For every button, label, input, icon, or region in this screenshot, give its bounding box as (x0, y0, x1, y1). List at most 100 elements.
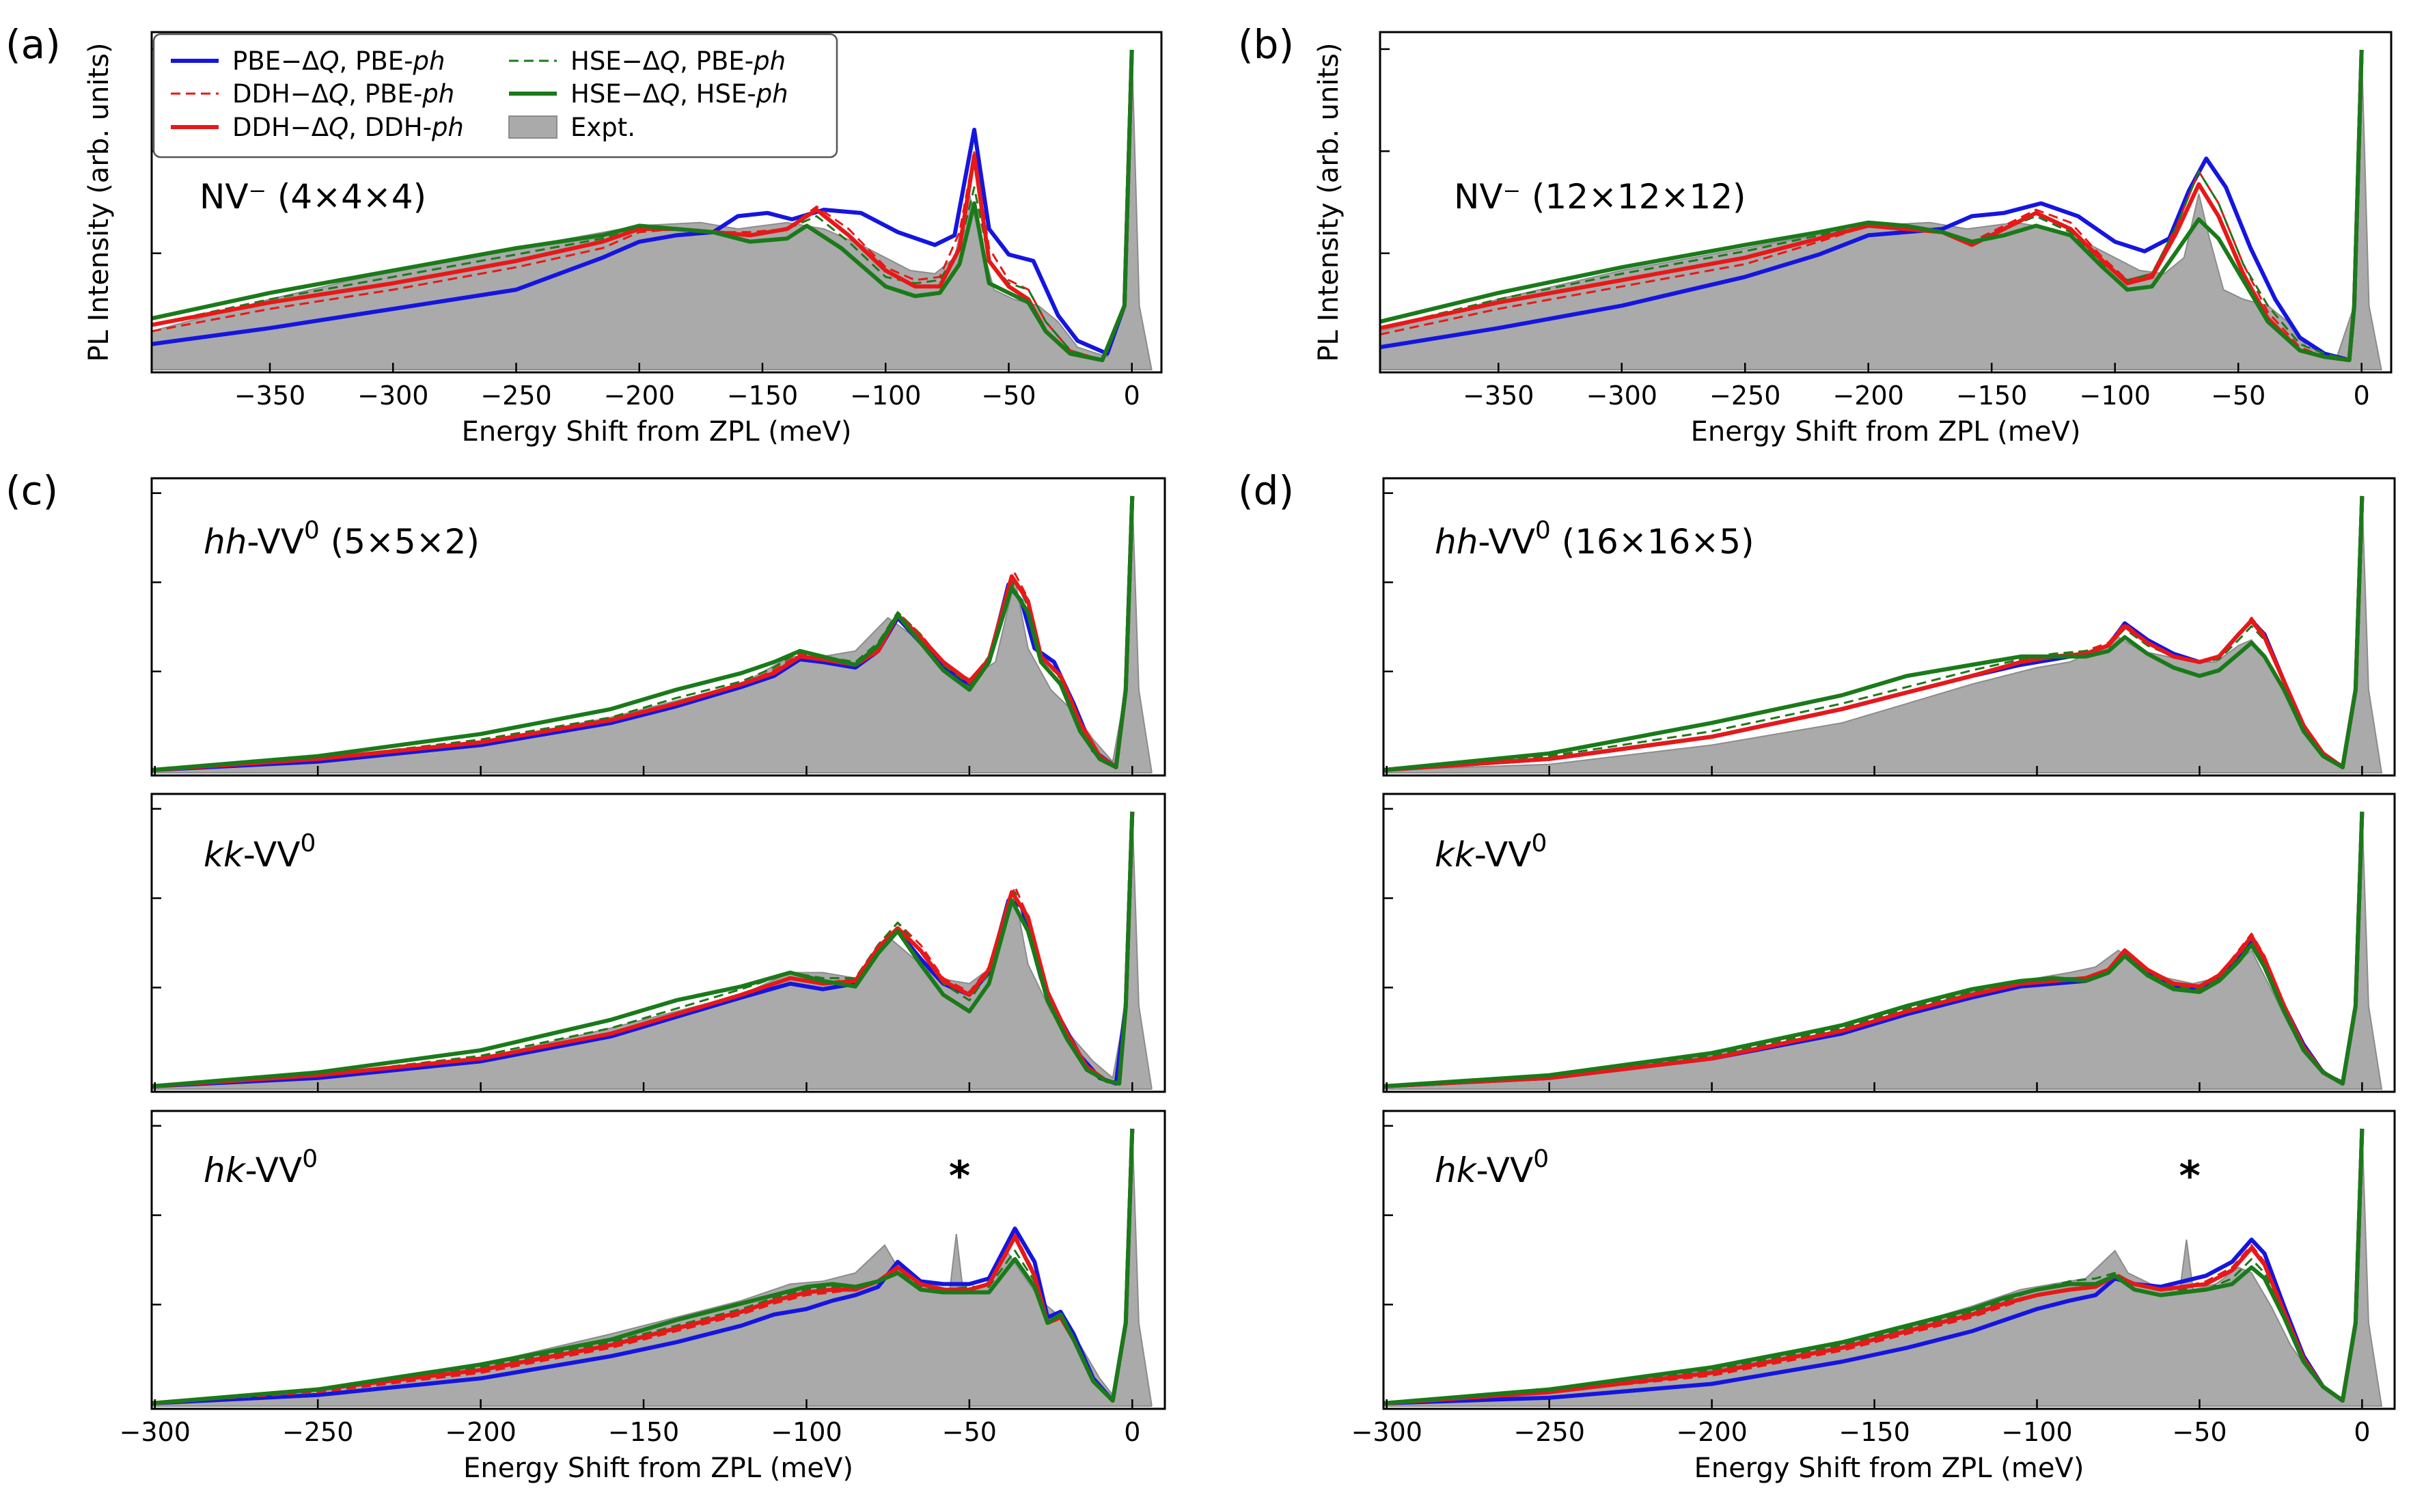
series-hse_pbe-a (152, 49, 1133, 361)
panel-title: hk-VV0 (204, 1145, 318, 1190)
x-tick-label: −300 (120, 1417, 191, 1447)
title-site: hh (204, 522, 247, 562)
x-tick-label: −300 (357, 381, 428, 411)
legend-q: Q (660, 79, 680, 109)
series-hse_hse-a (152, 49, 1134, 362)
panel-title: hh-VV0 (16×16×5) (1435, 517, 1754, 562)
legend-label: HSE−ΔQ, PBE-ph (570, 46, 786, 76)
x-tick-label: −350 (1463, 381, 1534, 411)
series-pbe_pbe-b (1380, 49, 2364, 362)
panel-d1: (d) hh-VV0 (16×16×5) (1238, 467, 2396, 777)
plot-area-d2 (1383, 811, 2383, 1090)
x-tick-label: 0 (2354, 381, 2370, 411)
x-axis-label: Energy Shift from ZPL (meV) (463, 1453, 853, 1484)
x-tick-label: −250 (1514, 1417, 1585, 1447)
legend-phonon: , PBE- (680, 46, 754, 76)
title-charge: 0 (1533, 1145, 1549, 1173)
legend-swatch-expt (508, 115, 557, 139)
legend-label: DDH−ΔQ, DDH-ph (232, 113, 464, 142)
x-tick-label: 0 (1124, 381, 1140, 411)
x-tick-label: −150 (727, 381, 798, 411)
plot-area-c3 (152, 1128, 1153, 1407)
series-hse_pbe-b (1380, 49, 2363, 361)
x-tick-label: −300 (1586, 381, 1657, 411)
axes-frame-c2 (150, 793, 1166, 1093)
legend-method: PBE−Δ (232, 46, 319, 76)
series-hse_hse-b (1380, 49, 2364, 362)
panel-tag: (c) (5, 467, 58, 514)
series-pbe_pbe-a (152, 49, 1134, 356)
x-tick-label: −250 (1709, 381, 1780, 411)
legend-q: Q (329, 113, 348, 142)
series-ddh_ddh-d1 (1383, 495, 2365, 772)
panel-d2: kk-VV0 (1382, 793, 2396, 1093)
legend-method: DDH−Δ (232, 79, 329, 109)
axes-frame-c1 (150, 477, 1166, 777)
panel-title: hk-VV0 (1435, 1145, 1549, 1190)
x-tick-label: −50 (981, 381, 1036, 411)
legend-q: Q (660, 46, 680, 76)
x-axis-label: Energy Shift from ZPL (meV) (1694, 1453, 2084, 1484)
x-tick-label: −100 (771, 1417, 842, 1447)
legend-label: DDH−ΔQ, PBE-ph (232, 79, 454, 109)
legend-phonon: , PBE- (340, 46, 413, 76)
axes-frame-d3 (1382, 1110, 2396, 1410)
x-tick-label: −150 (1838, 1417, 1910, 1447)
x-tick-label: −250 (282, 1417, 353, 1447)
panel-title: kk-VV0 (1435, 829, 1547, 875)
title-defect: -VV (243, 835, 301, 875)
x-tick-label: −150 (608, 1417, 679, 1447)
title-defect: -VV (1478, 522, 1535, 562)
axes-frame-a (150, 31, 1163, 374)
series-hse_hse-d3 (1383, 1128, 2365, 1405)
x-tick-label: −100 (2001, 1417, 2072, 1447)
panel-tag: (a) (5, 21, 61, 68)
series-ddh_pbe-a (152, 49, 1133, 361)
series-hse_hse-c1 (152, 495, 1135, 772)
axes-frame-b (1379, 31, 2393, 374)
panel-title: kk-VV0 (204, 829, 316, 875)
legend-phonon: , HSE- (680, 79, 756, 109)
x-tick-label: −50 (942, 1417, 997, 1447)
series-hse_hse-c3 (152, 1128, 1135, 1405)
annotation-asterisk: * (949, 1152, 970, 1200)
series-hse_hse-d2 (1383, 811, 2365, 1088)
plot-area-d3 (1383, 1128, 2383, 1407)
legend-box (152, 33, 838, 159)
annotation-asterisk: * (2179, 1152, 2200, 1200)
x-tick-label: −50 (2211, 381, 2265, 411)
x-tick-label: −100 (850, 381, 921, 411)
legend-ph: ph (753, 46, 786, 76)
legend-label: Expt. (570, 113, 635, 142)
x-tick-label: 0 (1124, 1417, 1140, 1447)
series-hse_hse-c2 (152, 811, 1135, 1088)
legend-q: Q (319, 46, 339, 76)
x-tick-label: −300 (1351, 1417, 1422, 1447)
panel-title: NV⁻ (12×12×12) (1454, 177, 1746, 217)
x-tick-label: −150 (1956, 381, 2027, 411)
title-defect: -VV (247, 522, 304, 562)
title-charge: 0 (1531, 829, 1547, 857)
plot-area-c2 (152, 811, 1153, 1090)
panel-c3: −300 −250 −200 −150 −100 −50 0 Energy Shift fro… (120, 1110, 1166, 1484)
title-site: kk (204, 835, 245, 875)
legend-ph: ph (756, 79, 788, 109)
legend-ph: ph (422, 79, 454, 109)
title-charge: 0 (304, 517, 320, 545)
title-defect: -VV (245, 1151, 303, 1190)
title-charge: 0 (302, 1145, 318, 1173)
legend-ph: ph (412, 46, 445, 76)
x-tick-label: −200 (1676, 1417, 1747, 1447)
x-tick-label: −250 (480, 381, 551, 411)
plot-area-c1 (152, 495, 1153, 773)
panel-title: hh-VV0 (5×5×2) (204, 517, 480, 562)
legend-q: Q (329, 79, 348, 109)
axes-frame-d1 (1382, 477, 2396, 777)
x-tick-label: −350 (234, 381, 305, 411)
legend-phonon: , PBE- (348, 79, 422, 109)
title-defect: -VV (1474, 835, 1532, 875)
x-tick-label: 0 (2354, 1417, 2370, 1447)
panel-title: NV⁻ (4×4×4) (199, 177, 426, 217)
